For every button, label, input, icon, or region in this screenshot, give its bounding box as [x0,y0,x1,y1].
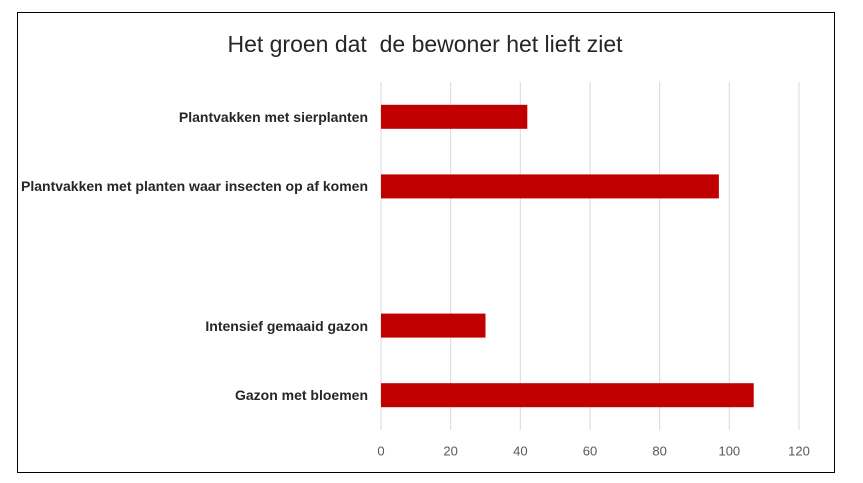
y-tick-label: Plantvakken met sierplanten [178,108,368,125]
y-tick-label: Gazon met bloemen [234,387,368,404]
bar [381,104,528,129]
bar [381,313,486,338]
bar [381,174,719,199]
bar [381,383,754,408]
x-tick-label: 60 [583,443,597,458]
x-tick-label: 20 [443,443,457,458]
x-tick-label: 100 [718,443,740,458]
x-tick-label: 80 [652,443,666,458]
chart-title: Het groen dat de bewoner het lieft ziet [227,31,623,57]
x-tick-label: 0 [377,443,384,458]
x-tick-label: 120 [788,443,810,458]
y-tick-label: Intensief gemaaid gazon [205,317,368,334]
y-tick-label: Plantvakken met planten waar insecten op… [21,178,368,195]
x-tick-label: 40 [513,443,527,458]
